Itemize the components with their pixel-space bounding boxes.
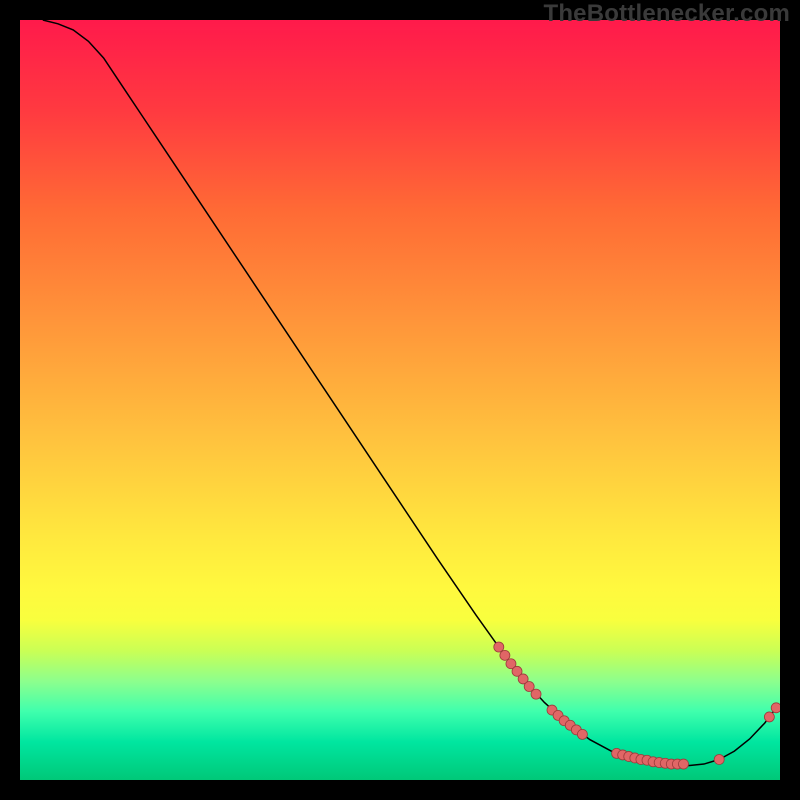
chart-overlay	[20, 20, 780, 780]
data-marker	[500, 650, 510, 660]
data-marker	[678, 759, 688, 769]
data-marker	[494, 642, 504, 652]
marker-layer	[494, 642, 780, 769]
watermark-text: TheBottlenecker.com	[543, 0, 790, 28]
data-marker	[577, 729, 587, 739]
data-marker	[531, 689, 541, 699]
chart-stage: TheBottlenecker.com	[0, 0, 800, 800]
bottleneck-curve	[43, 20, 776, 766]
data-marker	[771, 703, 780, 713]
plot-area	[20, 20, 780, 780]
data-marker	[714, 754, 724, 764]
data-marker	[764, 712, 774, 722]
